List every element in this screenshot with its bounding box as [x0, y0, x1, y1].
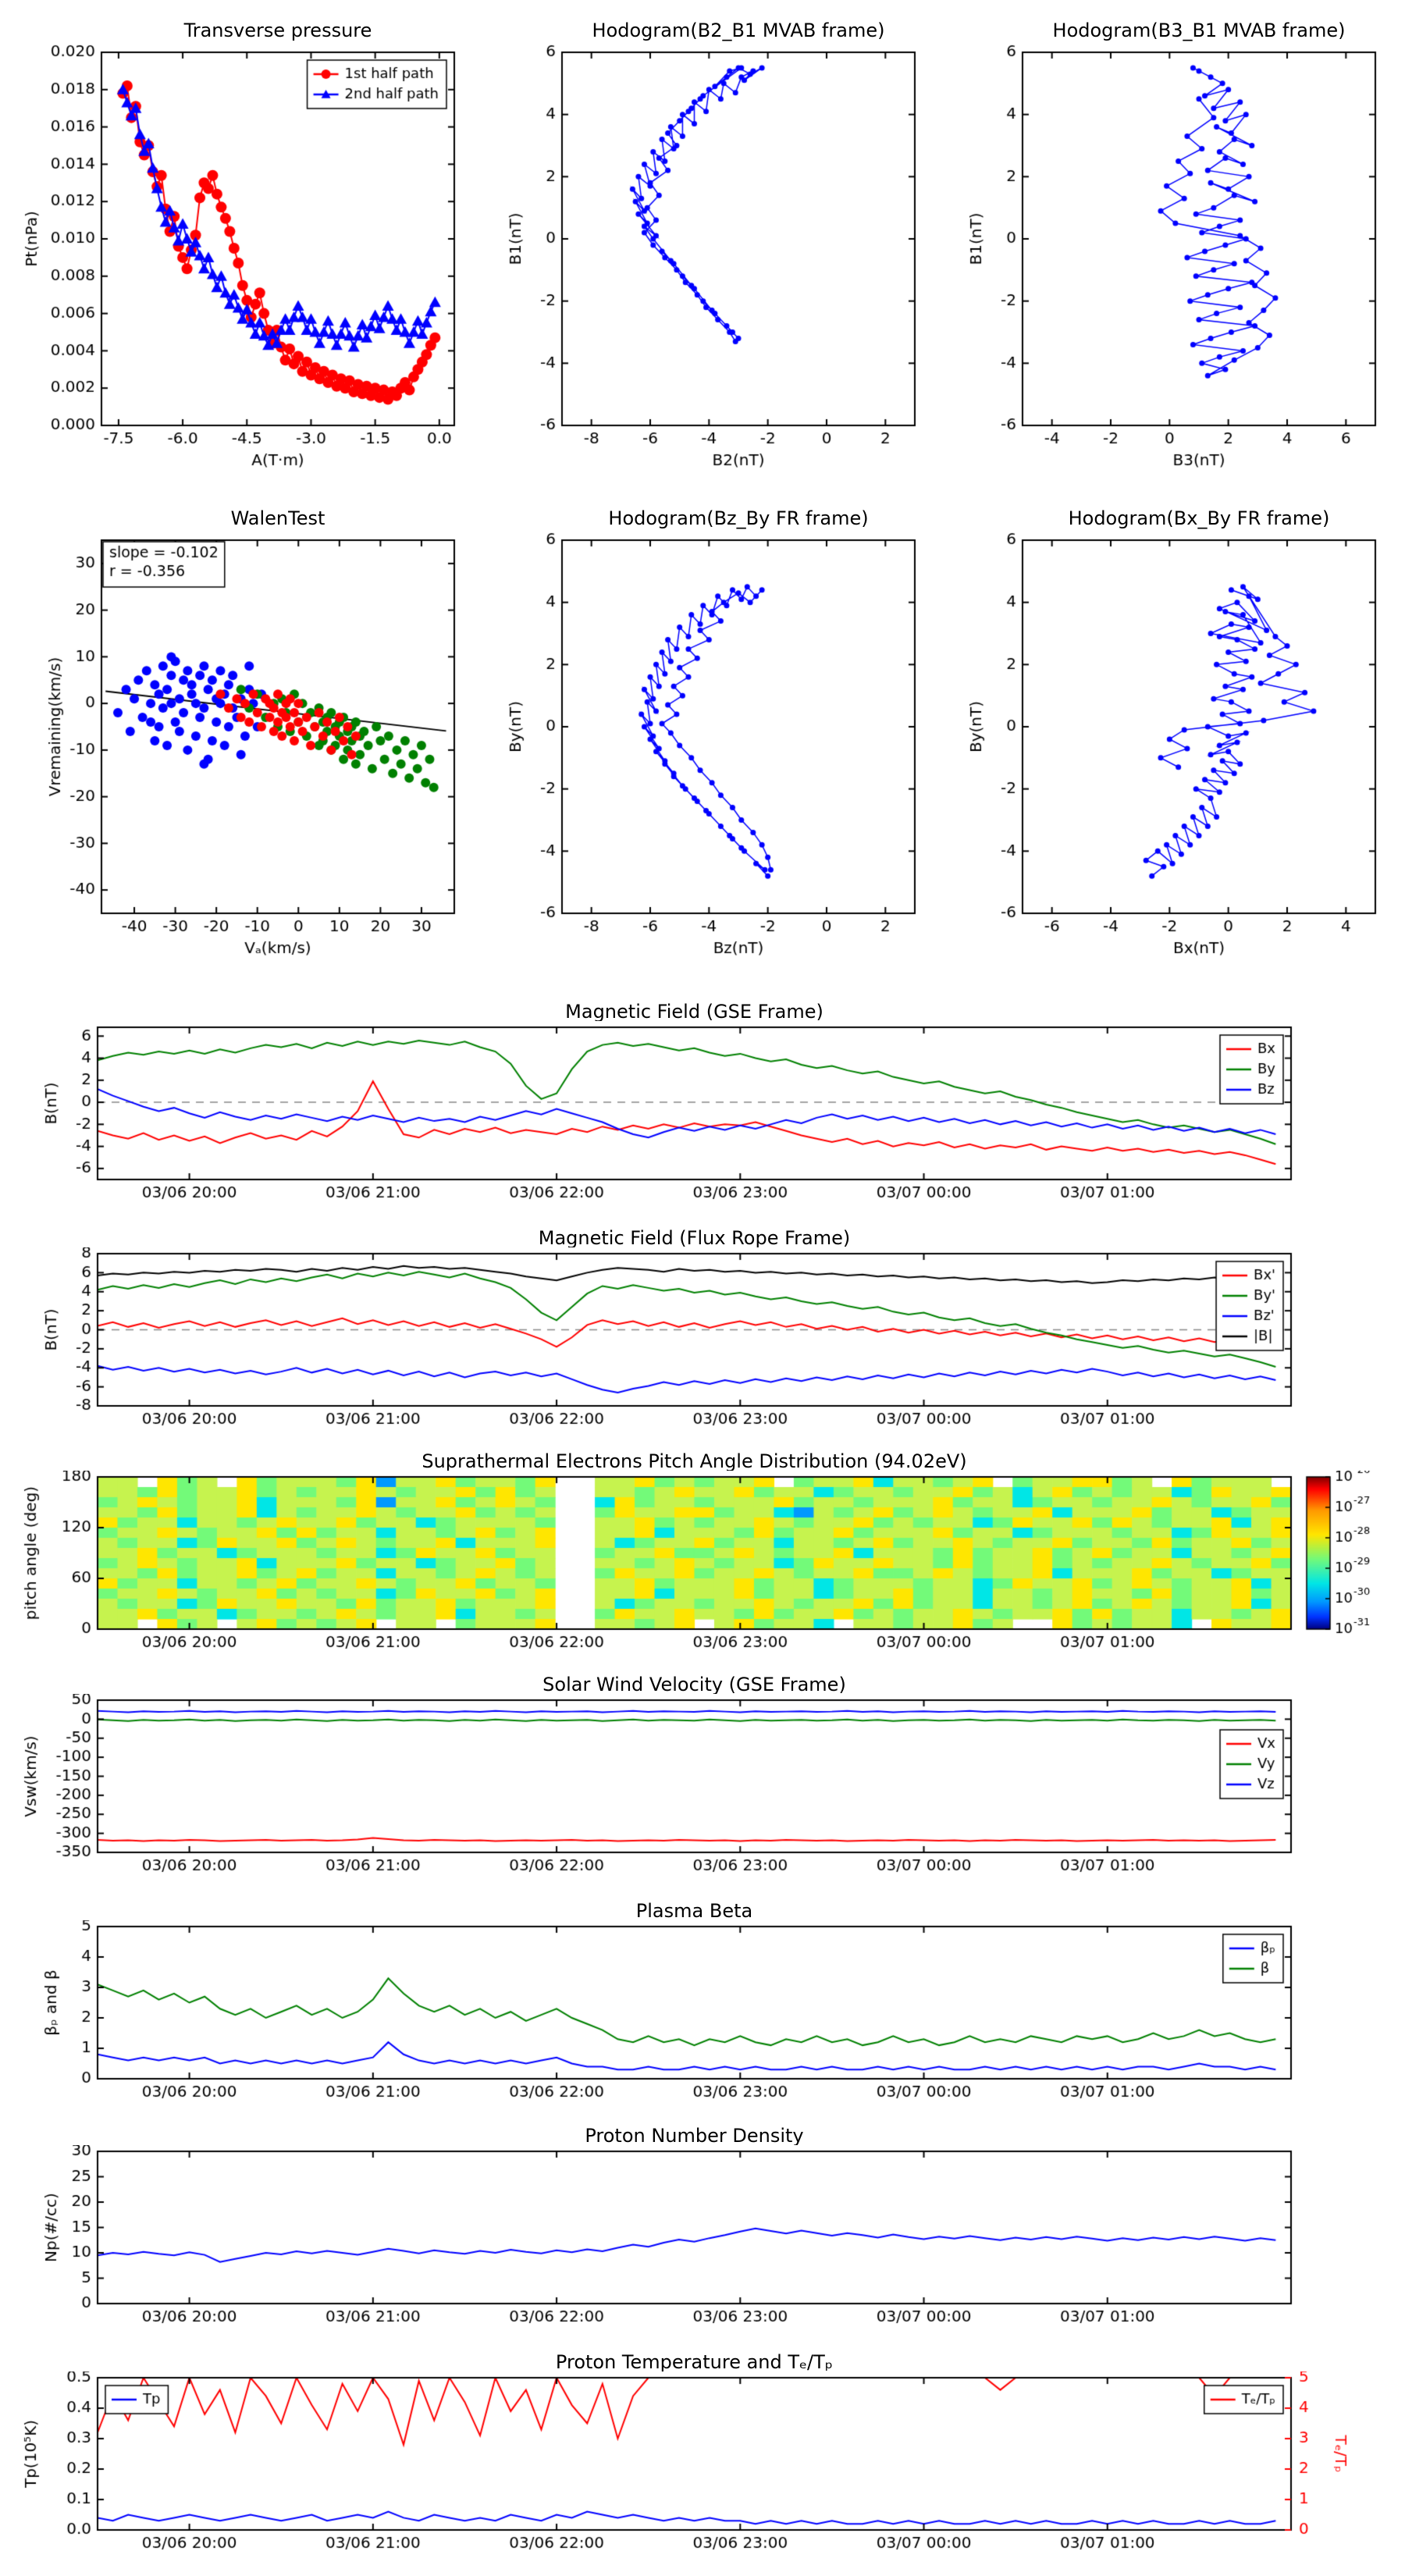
panel-solar-wind: Solar Wind Velocity (GSE Frame)	[8, 1674, 1397, 1888]
hodogram-b3-b1-canvas	[944, 43, 1397, 480]
panel-proton-temp: Proton Temperature and Tₑ/Tₚ	[8, 2351, 1397, 2566]
panel-plasma-beta: Plasma Beta	[8, 1900, 1397, 2115]
walen-test-canvas	[23, 531, 476, 968]
panel-hodogram-bx-by: Hodogram(Bx_By FR frame)	[944, 507, 1397, 976]
hodogram-bz-by-canvas	[484, 531, 937, 968]
panel-hodogram-b2-b1: Hodogram(B2_B1 MVAB frame)	[484, 20, 937, 488]
panel-mag-gse: Magnetic Field (GSE Frame)	[8, 1001, 1397, 1215]
proton-density-title: Proton Number Density	[585, 2125, 804, 2147]
panel-transverse-pressure: Transverse pressure	[23, 20, 476, 488]
hodogram-b3-b1-title: Hodogram(B3_B1 MVAB frame)	[1052, 20, 1346, 41]
proton-density-canvas	[8, 2145, 1397, 2336]
transverse-pressure-canvas	[23, 43, 476, 480]
panel-proton-density: Proton Number Density	[8, 2125, 1397, 2339]
panel-hodogram-b3-b1: Hodogram(B3_B1 MVAB frame)	[944, 20, 1397, 488]
transverse-pressure-title: Transverse pressure	[183, 20, 372, 41]
walen-test-title: WalenTest	[230, 507, 325, 529]
pitch-angle-title: Suprathermal Electrons Pitch Angle Distr…	[422, 1450, 967, 1472]
plasma-beta-canvas	[8, 1920, 1397, 2112]
mag-fr-canvas	[8, 1247, 1397, 1439]
panel-hodogram-bz-by: Hodogram(Bz_By FR frame)	[484, 507, 937, 976]
panel-mag-fr: Magnetic Field (Flux Rope Frame)	[8, 1227, 1397, 1442]
plasma-beta-title: Plasma Beta	[635, 1900, 753, 1922]
mag-gse-canvas	[8, 1021, 1397, 1212]
proton-temp-canvas	[8, 2371, 1397, 2563]
hodogram-b2-b1-canvas	[484, 43, 937, 480]
hodogram-bz-by-title: Hodogram(Bz_By FR frame)	[608, 507, 869, 529]
solar-wind-canvas	[8, 1694, 1397, 1885]
panel-walen-test: WalenTest	[23, 507, 476, 976]
proton-temp-title: Proton Temperature and Tₑ/Tₚ	[555, 2351, 834, 2373]
mag-fr-title: Magnetic Field (Flux Rope Frame)	[538, 1227, 851, 1249]
mag-gse-title: Magnetic Field (GSE Frame)	[565, 1001, 823, 1023]
solar-wind-title: Solar Wind Velocity (GSE Frame)	[542, 1674, 846, 1695]
panel-pitch-angle: Suprathermal Electrons Pitch Angle Distr…	[8, 1450, 1397, 1665]
hodogram-bx-by-canvas	[944, 531, 1397, 968]
hodogram-b2-b1-title: Hodogram(B2_B1 MVAB frame)	[592, 20, 885, 41]
pitch-angle-canvas	[8, 1471, 1397, 1662]
hodogram-bx-by-title: Hodogram(Bx_By FR frame)	[1068, 507, 1330, 529]
